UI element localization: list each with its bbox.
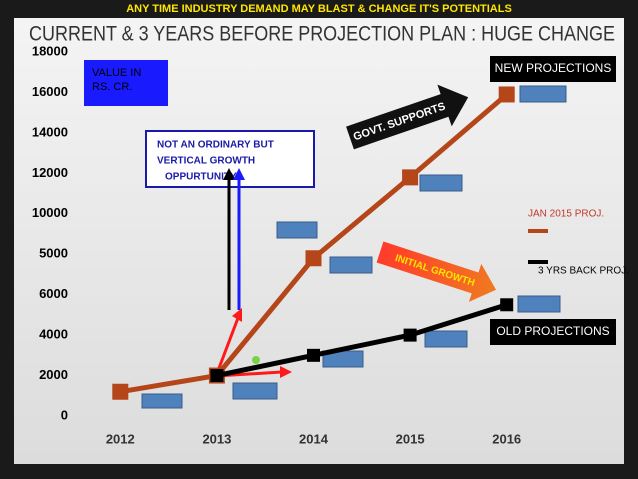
y-tick-label: 12000 (32, 165, 68, 180)
handle (252, 356, 260, 364)
point (402, 169, 419, 186)
series-line (216, 302, 508, 379)
growth-note: VERTICAL GROWTH (157, 156, 255, 167)
x-tick-label: 2016 (492, 431, 521, 446)
unit-note: VALUE IN (92, 67, 141, 79)
legend-label: JAN 2015 PROJ. (528, 209, 604, 220)
y-tick-label: 10000 (32, 205, 68, 220)
point (498, 86, 515, 103)
x-tick-label: 2013 (202, 431, 231, 446)
unit-box (84, 60, 168, 106)
arrow-head (232, 308, 242, 322)
legend-label: 3 YRS BACK PROJ. (538, 266, 629, 277)
label-boxes (141, 85, 567, 409)
chart-title: CURRENT & 3 YEARS BEFORE PROJECTION PLAN… (29, 23, 615, 46)
new-label: NEW PROJECTIONS (495, 61, 612, 75)
x-tick-label: 2014 (299, 431, 329, 446)
y-tick-label: 2000 (39, 367, 68, 382)
y-tick-label: 16000 (32, 84, 68, 99)
arrow-head (280, 366, 292, 378)
old-label: OLD PROJECTIONS (496, 324, 609, 338)
x-tick-label: 2015 (396, 431, 425, 446)
legend: JAN 2015 PROJ. 3 YRS BACK PROJ. (528, 209, 629, 277)
banner: ANY TIME INDUSTRY DEMAND MAY BLAST & CHA… (126, 3, 512, 15)
growth-note: NOT AN ORDINARY BUT (157, 140, 274, 151)
y-tick-label: 6000 (39, 286, 68, 301)
point (403, 328, 417, 342)
label-box (490, 319, 616, 345)
y-tick-label: 14000 (32, 124, 68, 139)
y-tick-label: 4000 (39, 327, 68, 342)
y-tick-label: 0 (61, 407, 68, 422)
unit-note: RS. CR. (92, 81, 132, 93)
y-tick-label: 5000 (39, 246, 68, 261)
point (112, 383, 129, 400)
label-box (490, 56, 616, 82)
arrow-head (233, 168, 245, 180)
x-tick-label: 2012 (106, 431, 135, 446)
point (500, 298, 514, 312)
arrow-head (223, 168, 235, 180)
point (307, 348, 320, 362)
growth-note: OPPURTUNITY (165, 172, 237, 183)
point (210, 369, 224, 383)
point (305, 250, 322, 267)
arrow (214, 317, 240, 377)
plot: 0 2000 4000 6000 5000 10000 12000 14000 16000 180… (32, 43, 521, 446)
y-tick-label: 18000 (32, 43, 68, 58)
